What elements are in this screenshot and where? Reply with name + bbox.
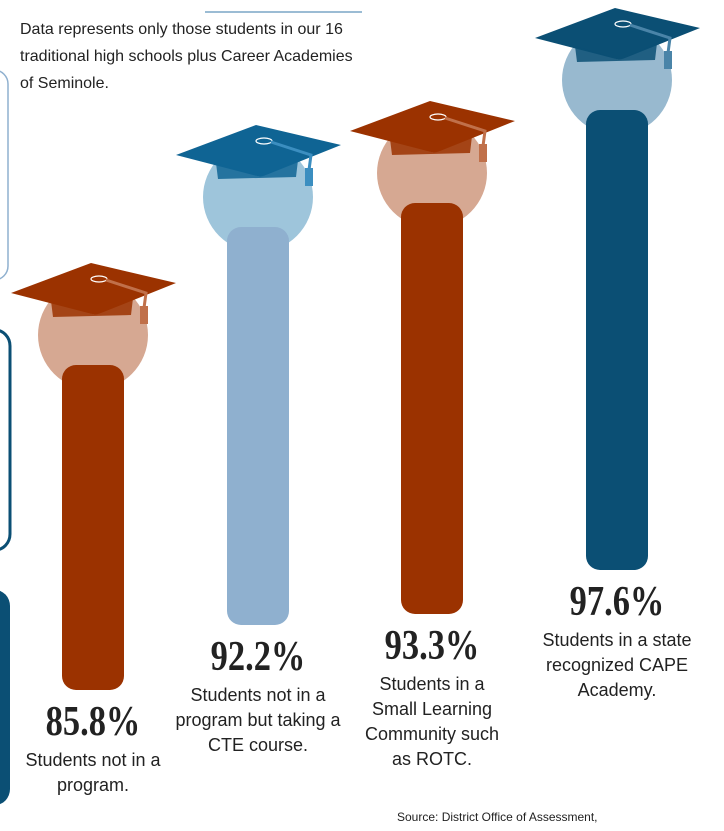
- mortarboard: [11, 263, 176, 324]
- category-label: Students in a Small Learning Community s…: [364, 673, 500, 769]
- side-frame: [0, 70, 9, 280]
- mortarboard: [176, 124, 341, 186]
- value-label: 85.8%: [45, 699, 141, 745]
- value-label: 92.2%: [210, 633, 306, 680]
- category-label: Students not in a program.: [25, 750, 161, 795]
- source: Source: District Office of Assessment,: [397, 810, 598, 824]
- bar: [401, 202, 463, 614]
- category-label: Students not in a program but taking a C…: [175, 684, 341, 755]
- category-label: Students in a state recognized CAPE Acad…: [542, 630, 692, 700]
- bar: [586, 110, 648, 570]
- subtitle: Data represents only those students in o…: [20, 21, 353, 92]
- side-frame: [0, 329, 12, 551]
- bar: [227, 226, 289, 625]
- mortarboard: [535, 8, 700, 69]
- side-panel: [0, 590, 10, 805]
- value-label: 93.3%: [384, 622, 480, 669]
- bar: [62, 365, 124, 690]
- mortarboard: [350, 100, 515, 162]
- value-label: 97.6%: [569, 579, 665, 625]
